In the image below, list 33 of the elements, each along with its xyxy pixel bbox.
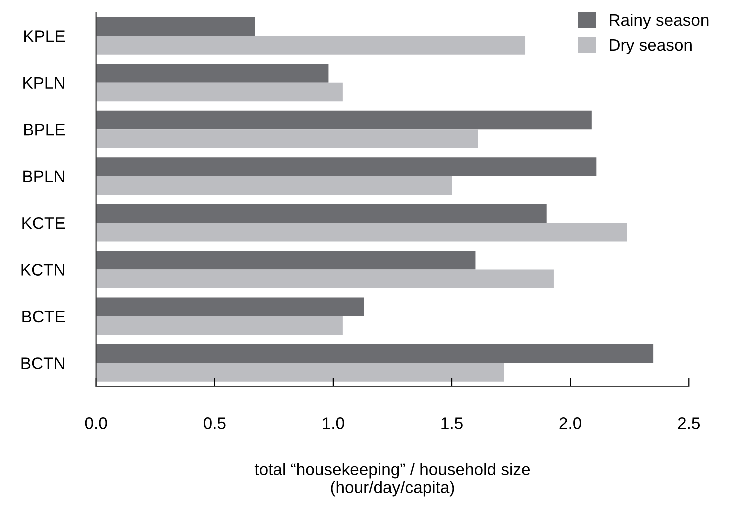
bar: [96, 270, 554, 288]
bar: [96, 176, 452, 196]
bar: [96, 204, 547, 224]
bar: [96, 363, 504, 382]
bar: [96, 251, 476, 270]
bar: [96, 17, 256, 36]
x-tick-label: 2.5: [678, 418, 700, 430]
x-tick-label: 2.0: [560, 418, 582, 430]
y-tick-label: KCTE: [22, 217, 66, 230]
x-tick-label: 1.5: [442, 418, 463, 430]
x-tick-label: 0.5: [204, 418, 226, 430]
y-tick-label: BCTE: [22, 310, 66, 323]
y-tick-label: KPLN: [24, 77, 64, 89]
y-tick-label: BPLN: [24, 170, 64, 182]
bar: [96, 223, 628, 242]
y-tick-label: BPLE: [24, 124, 66, 136]
y-tick-label: KPLE: [24, 30, 66, 42]
bar: [96, 82, 343, 102]
x-tick-label: 1.0: [323, 418, 344, 430]
bar: [96, 110, 592, 130]
bar: [96, 158, 597, 176]
x-tick-label: 0.0: [85, 418, 108, 430]
legend-label: Dry season: [610, 40, 692, 54]
y-tick-label: KCTN: [22, 264, 64, 276]
y-tick-label: BCTN: [22, 358, 64, 370]
bar: [96, 344, 654, 364]
legend-label: Rainy season: [610, 14, 709, 30]
bar: [96, 316, 343, 336]
x-axis-title: total “housekeeping” / household size (hour/day/capita): [254, 463, 530, 497]
bar: [96, 130, 478, 148]
bar: [96, 64, 329, 83]
bar: [96, 36, 526, 55]
bar: [96, 298, 364, 316]
